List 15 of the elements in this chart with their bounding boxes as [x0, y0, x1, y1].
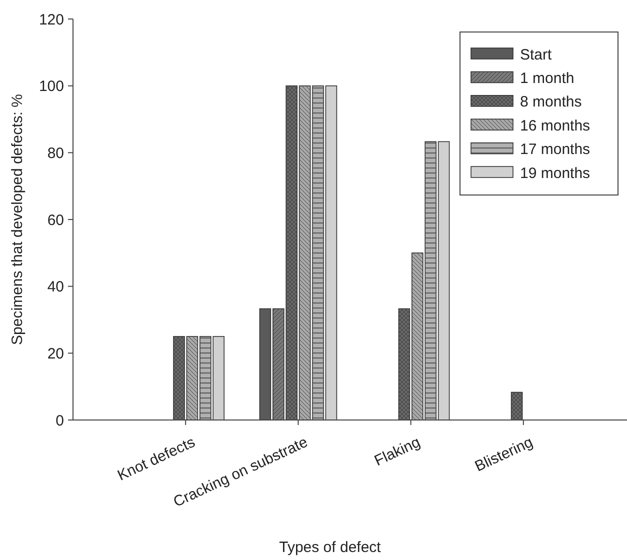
y-tick-label: 100 [38, 78, 64, 96]
y-tick-label: 40 [47, 278, 64, 296]
legend-label: 19 months [520, 164, 590, 182]
legend-label: 8 months [520, 94, 582, 111]
y-axis-title: Specimens that developed defects: % [9, 94, 26, 345]
legend-label: 16 months [520, 117, 590, 134]
y-tick-label: 20 [47, 345, 64, 362]
y-tick-label: 120 [38, 11, 64, 28]
legend-label: 17 months [520, 141, 590, 158]
y-tick-label: 80 [47, 144, 64, 162]
legend-label: 1 month [520, 70, 574, 87]
legend-label: Start [520, 46, 553, 64]
x-axis-title: Types of defect [279, 539, 382, 556]
y-tick-label: 60 [47, 212, 64, 229]
y-tick-label: 0 [56, 412, 64, 430]
